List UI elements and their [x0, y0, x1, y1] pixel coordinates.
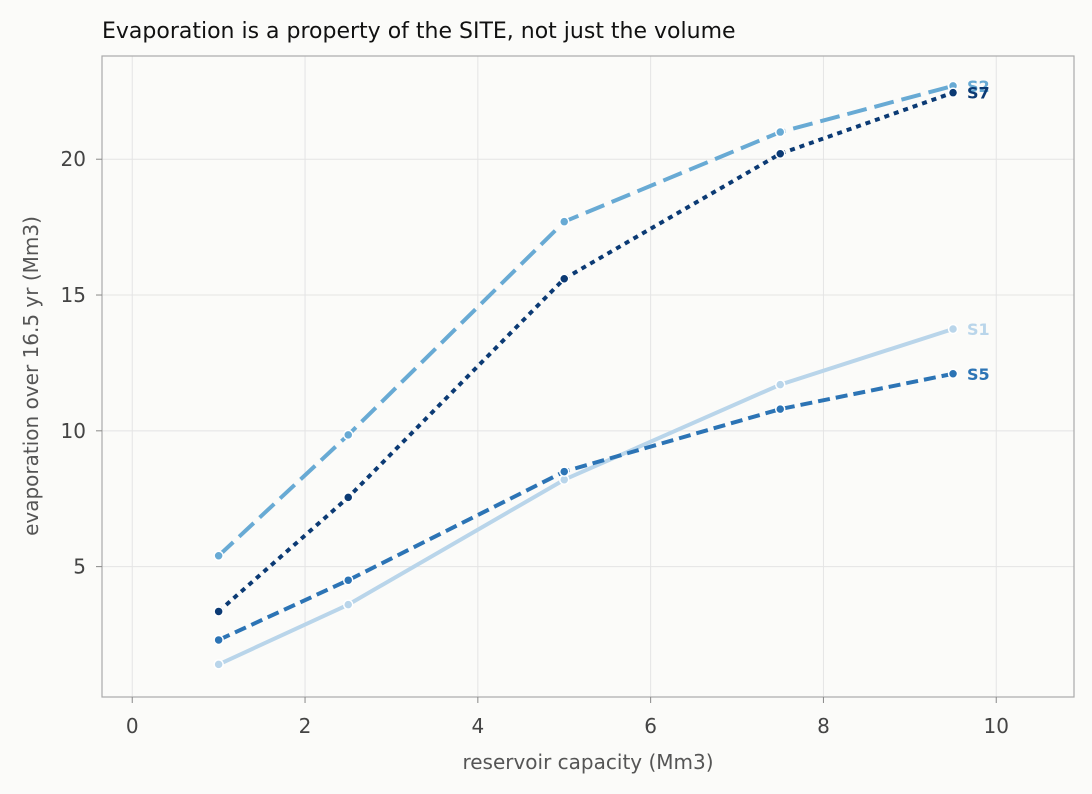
data-point [342, 599, 354, 610]
x-tick-label: 2 [299, 714, 312, 738]
data-point [774, 379, 786, 390]
data-point [558, 466, 570, 477]
x-tick-label: 10 [984, 714, 1009, 738]
axis-ticks: 0 2 4 6 8 10 5 10 15 20 [61, 147, 1009, 738]
y-tick-label: 20 [61, 147, 86, 171]
data-point [558, 273, 570, 284]
series-s5: S5 [213, 365, 990, 646]
data-point [558, 216, 570, 227]
x-tick-label: 6 [644, 714, 657, 738]
series-line [217, 83, 954, 558]
data-point [774, 403, 786, 415]
y-tick-label: 10 [61, 419, 86, 443]
series-end-label: S5 [967, 365, 990, 384]
data-point [213, 606, 224, 617]
grid [102, 56, 1074, 697]
series-end-label: S7 [967, 84, 990, 103]
chart-title: Evaporation is a property of the SITE, n… [102, 19, 736, 44]
data-point [342, 492, 354, 503]
series-end-label: S1 [967, 320, 990, 339]
y-axis-label: evaporation over 16.5 yr (Mm3) [19, 216, 43, 536]
series-s1: S1 [213, 320, 990, 670]
y-tick-label: 5 [73, 555, 86, 579]
data-point [947, 87, 959, 98]
series-line [217, 327, 954, 667]
data-point [213, 634, 224, 646]
data-point [342, 429, 354, 441]
x-tick-label: 0 [126, 714, 139, 738]
data-point [947, 368, 959, 380]
data-point [774, 148, 786, 160]
series-s2: S2 [213, 77, 990, 562]
series-s7: S7 [213, 84, 990, 617]
y-tick-label: 15 [61, 283, 86, 307]
series-end-label: S2 [967, 77, 990, 96]
series-line [217, 90, 954, 613]
data-point [342, 574, 354, 586]
x-tick-label: 4 [471, 714, 484, 738]
data-point [947, 323, 959, 335]
plot-frame [101, 55, 1075, 698]
data-point [213, 659, 224, 670]
data-point [774, 126, 786, 138]
series-line [217, 371, 954, 642]
x-axis-label: reservoir capacity (Mm3) [462, 750, 713, 774]
data-point [213, 550, 224, 562]
x-tick-label: 8 [817, 714, 830, 738]
